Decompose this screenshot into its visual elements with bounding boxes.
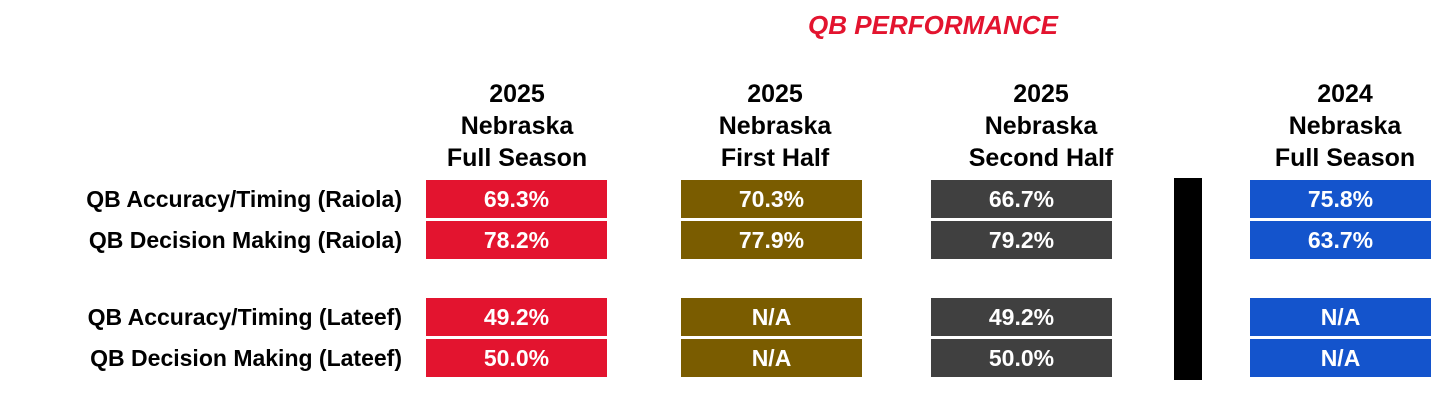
value-cell: 66.7% <box>931 180 1112 218</box>
column-header-line: 2025 <box>1013 80 1069 108</box>
column-header-line: Second Half <box>968 144 1114 172</box>
value-cell: 70.3% <box>681 180 862 218</box>
row-label: QB Accuracy/Timing (Lateef) <box>87 304 402 330</box>
value-cell: 50.0% <box>426 339 607 377</box>
column-header-line: 2024 <box>1317 80 1373 108</box>
value-cell: N/A <box>1250 339 1431 377</box>
column-header-line: 2025 <box>489 80 545 108</box>
value-cell: 63.7% <box>1250 221 1431 259</box>
value-cell: N/A <box>1250 298 1431 336</box>
column-header-line: 2025 <box>747 80 803 108</box>
value-cell: 75.8% <box>1250 180 1431 218</box>
column-header-line: Nebraska <box>718 112 832 140</box>
value-cell: 77.9% <box>681 221 862 259</box>
value-cell: 49.2% <box>426 298 607 336</box>
row-label: QB Decision Making (Raiola) <box>88 227 402 253</box>
chart-title: QB PERFORMANCE <box>808 10 1058 40</box>
value-cell: 50.0% <box>931 339 1112 377</box>
column-header-line: Nebraska <box>1288 112 1402 140</box>
column-divider <box>1174 178 1202 380</box>
value-cell: 69.3% <box>426 180 607 218</box>
value-cell: N/A <box>681 298 862 336</box>
row-label: QB Decision Making (Lateef) <box>90 345 402 371</box>
column-header-line: Full Season <box>1274 144 1416 172</box>
column-header: 2025 Nebraska Full Season <box>412 78 622 174</box>
column-header-line: Nebraska <box>460 112 574 140</box>
value-cell: 78.2% <box>426 221 607 259</box>
column-header-line: Full Season <box>446 144 588 172</box>
value-cell: 79.2% <box>931 221 1112 259</box>
column-header: 2025 Nebraska First Half <box>670 78 880 174</box>
value-cell: 49.2% <box>931 298 1112 336</box>
row-label: QB Accuracy/Timing (Raiola) <box>86 186 402 212</box>
column-header: 2025 Nebraska Second Half <box>936 78 1146 174</box>
value-cell: N/A <box>681 339 862 377</box>
column-header-line: First Half <box>720 144 830 172</box>
column-header: 2024 Nebraska Full Season <box>1240 78 1450 174</box>
column-header-line: Nebraska <box>984 112 1098 140</box>
